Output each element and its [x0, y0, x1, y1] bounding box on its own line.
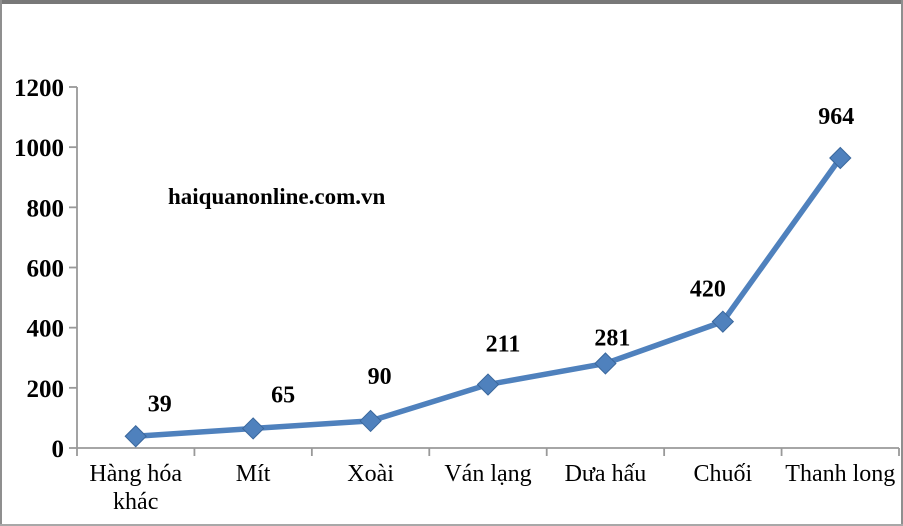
x-category-label: Dưa hấu — [565, 461, 647, 487]
data-point-label: 90 — [368, 364, 392, 390]
y-tick-label: 600 — [27, 256, 65, 283]
data-point-marker — [711, 310, 735, 333]
frame-border-left — [0, 0, 2, 526]
y-tick-label: 1000 — [14, 135, 64, 162]
x-category-label: khác — [113, 489, 158, 515]
data-point-label: 39 — [148, 391, 172, 417]
data-point-marker — [359, 409, 382, 433]
data-point-label: 211 — [486, 332, 521, 358]
data-point-marker — [241, 417, 265, 440]
frame-border-bottom — [0, 524, 903, 526]
frame-border-top — [0, 0, 903, 4]
data-point-marker — [594, 352, 617, 375]
y-tick-label: 200 — [27, 376, 65, 403]
x-category-label: Chuối — [694, 461, 753, 487]
y-tick-label: 400 — [27, 316, 65, 343]
x-category-label: Mít — [236, 461, 271, 487]
y-tick-label: 1200 — [14, 75, 64, 102]
frame-border-right — [901, 0, 903, 526]
data-point-label: 964 — [818, 104, 854, 130]
data-point-marker — [829, 146, 852, 170]
x-category-label: Xoài — [347, 461, 394, 487]
x-category-label: Thanh long — [785, 461, 895, 487]
data-point-label: 65 — [271, 382, 295, 408]
x-category-label: Hàng hóa — [89, 461, 182, 487]
data-point-marker — [124, 425, 147, 448]
data-point-label: 420 — [690, 277, 726, 303]
data-point-label: 281 — [594, 325, 630, 351]
x-category-label: Ván lạng — [444, 461, 531, 487]
y-tick-label: 0 — [52, 436, 65, 463]
data-point-marker — [476, 373, 500, 396]
y-tick-label: 800 — [27, 195, 65, 222]
